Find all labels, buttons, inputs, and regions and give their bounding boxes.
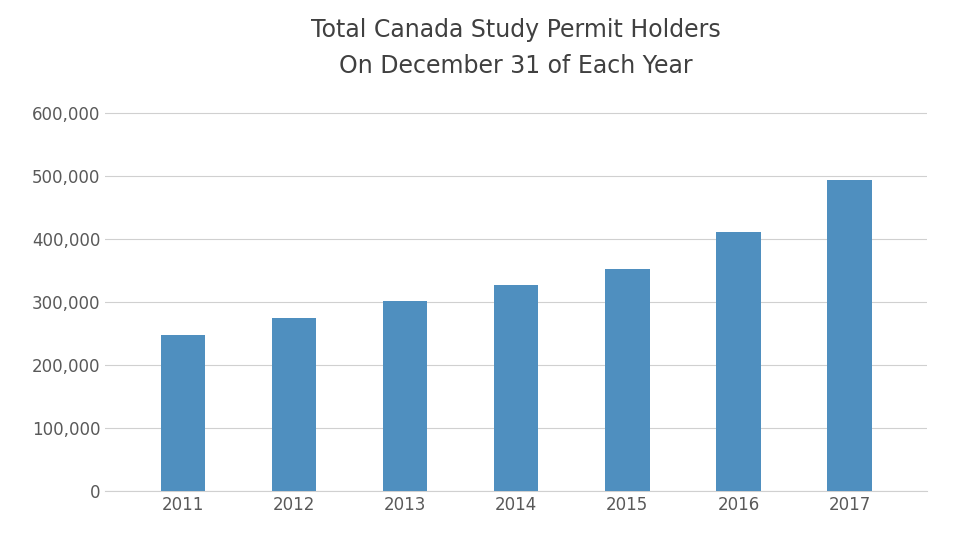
Bar [605,270,649,491]
Bar [383,301,427,491]
Bar [716,232,761,491]
Bar [494,285,538,491]
Title: Total Canada Study Permit Holders
On December 31 of Each Year: Total Canada Study Permit Holders On Dec… [312,18,721,78]
Bar [161,335,206,491]
Bar [827,180,872,491]
Bar [272,318,316,491]
